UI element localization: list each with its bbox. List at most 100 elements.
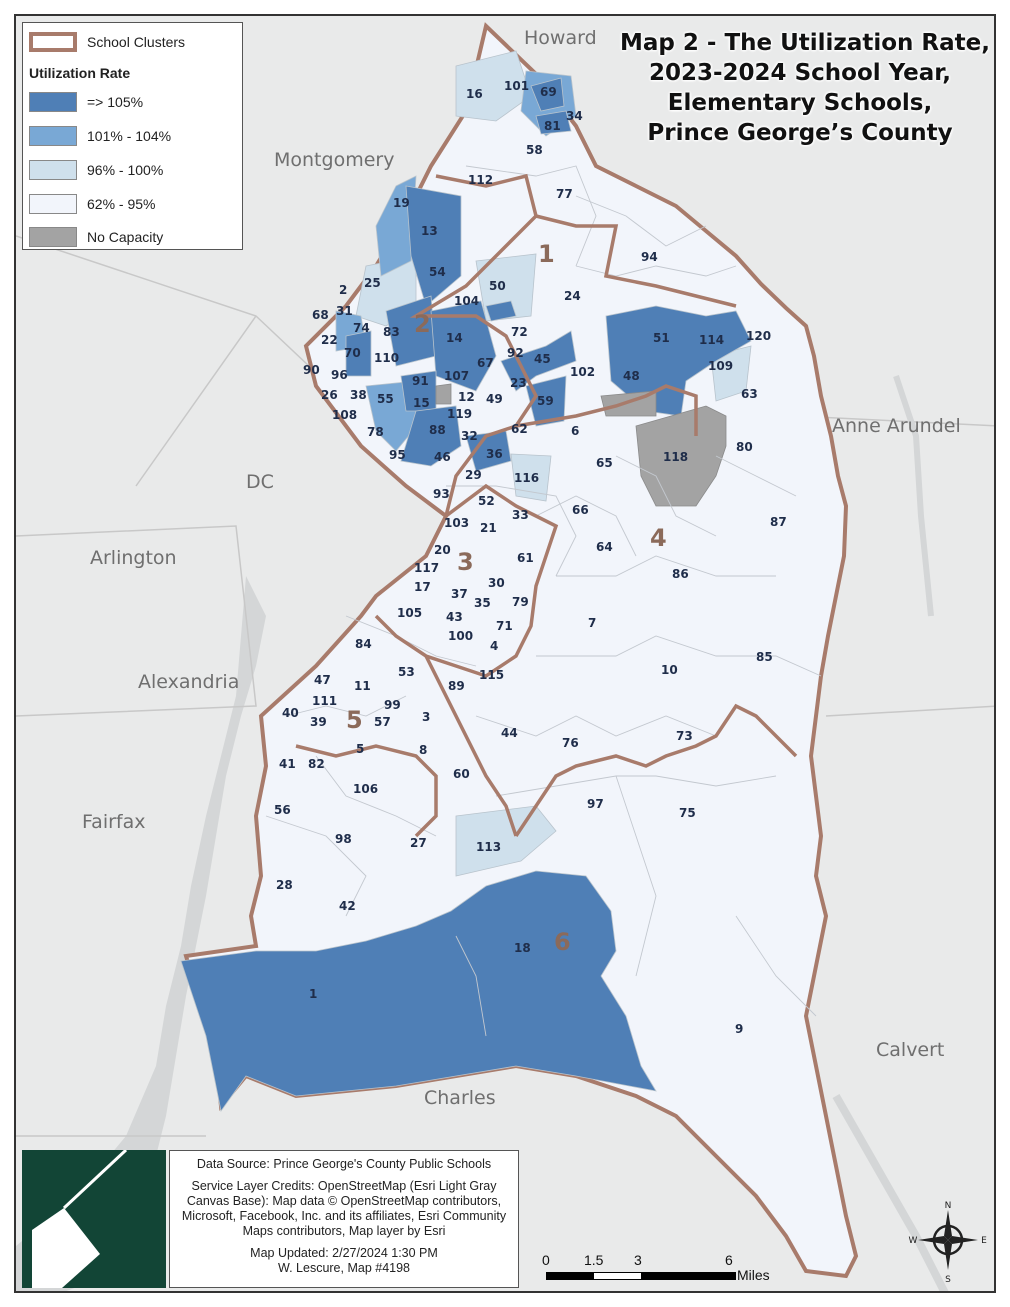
school-label: 85 <box>756 650 773 664</box>
school-label: 74 <box>353 321 370 335</box>
school-label: 61 <box>517 551 534 565</box>
school-label: 82 <box>308 757 325 771</box>
school-label: 76 <box>562 736 579 750</box>
school-label: 79 <box>512 595 529 609</box>
compass-n: N <box>945 1201 952 1211</box>
school-label: 81 <box>544 119 561 133</box>
service-credits-text: Service Layer Credits: OpenStreetMap (Es… <box>181 1179 507 1238</box>
school-labels: 16 101 69 34 81 58 112 77 19 13 54 25 50… <box>274 79 787 1036</box>
school-label: 111 <box>312 694 337 708</box>
school-label: 80 <box>736 440 753 454</box>
legend-class-row: 101% - 104% <box>29 125 171 147</box>
school-label: 41 <box>279 757 296 771</box>
school-label: 53 <box>398 665 415 679</box>
school-label: 62 <box>511 422 528 436</box>
legend-class-label: 62% - 95% <box>87 196 156 212</box>
school-label: 51 <box>653 331 670 345</box>
region-dc: DC <box>246 471 274 493</box>
title-line: Prince George’s County <box>647 120 953 146</box>
school-label: 9 <box>735 1022 743 1036</box>
school-label: 7 <box>588 616 596 630</box>
legend-class-row: 62% - 95% <box>29 193 155 215</box>
school-label: 32 <box>461 429 478 443</box>
school-label: 12 <box>458 390 475 404</box>
school-label: 50 <box>489 279 506 293</box>
legend-class-label: No Capacity <box>87 229 164 245</box>
school-label: 84 <box>355 637 372 651</box>
title-line: 2023-2024 School Year, <box>648 60 951 86</box>
school-label: 29 <box>465 468 482 482</box>
school-label: 14 <box>446 331 463 345</box>
school-label: 5 <box>356 742 364 756</box>
scale-tick-label: 0 <box>542 1252 550 1268</box>
school-label: 86 <box>672 567 689 581</box>
school-label: 88 <box>429 423 446 437</box>
school-label: 52 <box>478 494 495 508</box>
school-label: 48 <box>623 369 640 383</box>
school-label: 15 <box>413 396 430 410</box>
school-label: 47 <box>314 673 331 687</box>
school-label: 43 <box>446 610 463 624</box>
scale-tick-label: 1.5 <box>584 1252 604 1268</box>
school-label: 31 <box>336 304 353 318</box>
school-label: 103 <box>444 516 469 530</box>
school-label: 4 <box>490 639 498 653</box>
school-label: 16 <box>466 87 483 101</box>
school-label: 96 <box>331 368 348 382</box>
school-label: 3 <box>422 710 430 724</box>
school-label: 83 <box>383 325 400 339</box>
school-label: 107 <box>444 369 469 383</box>
school-label: 117 <box>414 561 439 575</box>
school-label: 72 <box>511 325 528 339</box>
school-label: 65 <box>596 456 613 470</box>
school-label: 17 <box>414 580 431 594</box>
school-label: 60 <box>453 767 470 781</box>
cluster-line-swatch <box>29 32 77 52</box>
school-label: 56 <box>274 803 291 817</box>
school-label: 57 <box>374 715 391 729</box>
scale-bar: 0 1.5 3 6 Miles <box>538 1252 778 1291</box>
school-label: 37 <box>451 587 468 601</box>
school-label: 118 <box>663 450 688 464</box>
agency-logo <box>22 1150 166 1288</box>
school-label: 23 <box>510 376 527 390</box>
school-label: 19 <box>393 196 410 210</box>
legend-class-row: 96% - 100% <box>29 159 163 181</box>
cluster-label-4: 4 <box>650 524 667 552</box>
legend-clusters-label: School Clusters <box>87 34 186 50</box>
map-canvas[interactable]: Howard Montgomery DC Arlington Alexandri… <box>16 16 996 1293</box>
scale-tick-label: 6 <box>725 1252 733 1268</box>
school-label: 112 <box>468 173 493 187</box>
school-label: 78 <box>367 425 384 439</box>
school-label: 94 <box>641 250 658 264</box>
map-author-text: W. Lescure, Map #4198 <box>277 1261 411 1275</box>
school-label: 116 <box>514 471 539 485</box>
school-label: 8 <box>419 743 427 757</box>
school-label: 22 <box>321 333 338 347</box>
cluster-boundaries <box>295 173 798 838</box>
school-label: 108 <box>332 408 357 422</box>
school-label: 89 <box>448 679 465 693</box>
school-label: 2 <box>339 283 347 297</box>
credits-box: Data Source: Prince George's County Publ… <box>169 1150 519 1288</box>
school-label: 71 <box>496 619 513 633</box>
cluster-label-2: 2 <box>414 310 431 338</box>
school-label: 63 <box>741 387 758 401</box>
cluster-label-6: 6 <box>554 928 571 956</box>
school-label: 113 <box>476 840 501 854</box>
school-label: 33 <box>512 508 529 522</box>
compass-w: W <box>909 1236 918 1246</box>
school-label: 106 <box>353 782 378 796</box>
region-fairfax: Fairfax <box>82 811 146 833</box>
school-label: 90 <box>303 363 320 377</box>
legend-heading: Utilization Rate <box>29 65 131 81</box>
school-label: 91 <box>412 374 429 388</box>
legend-swatch <box>29 92 77 112</box>
school-label: 97 <box>587 797 604 811</box>
school-label: 67 <box>477 356 494 370</box>
school-label: 109 <box>708 359 733 373</box>
school-label: 93 <box>433 487 450 501</box>
map-frame: Howard Montgomery DC Arlington Alexandri… <box>14 14 996 1293</box>
scale-unit: Miles <box>737 1267 770 1283</box>
legend-class-label: 96% - 100% <box>87 162 164 178</box>
